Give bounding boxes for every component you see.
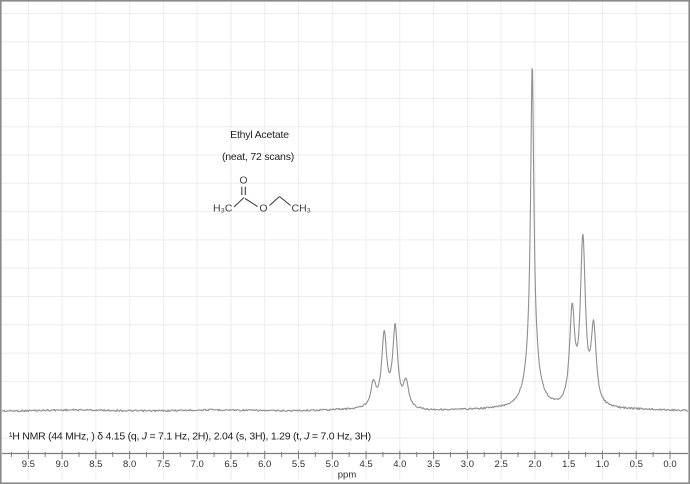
- x-axis-tick-label: 5.5: [292, 459, 305, 470]
- x-axis-tick-label: 1.5: [562, 459, 575, 470]
- bond-ester-o-ch2: [269, 196, 280, 206]
- caption-segment: = 7.0 Hz, 3H): [309, 431, 371, 443]
- x-axis-tick-label: 0.0: [663, 459, 676, 470]
- caption-italic-segment: J: [303, 431, 310, 443]
- x-axis-tick-label: 7.5: [157, 459, 170, 470]
- x-axis-tick-label: 5.0: [326, 459, 339, 470]
- x-axis-tick-label: 6.0: [258, 459, 271, 470]
- x-axis-tick-label: 2.5: [495, 459, 508, 470]
- acquisition-note: (neat, 72 scans): [222, 151, 294, 163]
- x-axis-tick-label: 1.0: [596, 459, 609, 470]
- x-axis-tick-label: 3.0: [461, 459, 474, 470]
- x-axis-tick-label: 0.5: [630, 459, 643, 470]
- x-axis-tick-label: 6.5: [224, 459, 237, 470]
- x-axis: 9.5 9.0 8.5 8.0 7.5 7.0 6.5 6.0 5.5 5.0 4.5 4.0 3.5 3…: [2, 450, 688, 481]
- atom-label-carbonyl-o: O: [239, 175, 247, 187]
- caption-italic-segment: J: [141, 431, 148, 443]
- atom-label-h3c: H₃C: [213, 203, 233, 215]
- x-axis-tick-label: 7.0: [191, 459, 204, 470]
- x-axis-tick-label: 2.0: [528, 459, 541, 470]
- x-axis-unit-label: ppm: [338, 470, 357, 481]
- x-axis-tick-label: 4.0: [393, 459, 406, 470]
- atom-label-ch3: CH₃: [292, 203, 311, 215]
- atom-label-ester-o: O: [259, 203, 267, 215]
- caption-segment: ¹H NMR (44 MHz, ) δ 4.15 (q,: [9, 431, 142, 443]
- x-axis-tick-label: 8.0: [123, 459, 136, 470]
- caption-segment: = 7.1 Hz, 2H), 2.04 (s, 3H), 1.29 (t,: [147, 431, 304, 443]
- bond-ch2-ch3: [279, 196, 291, 206]
- x-axis-tick-label: 4.5: [359, 459, 372, 470]
- bond-methyl-carbonyl: [233, 197, 245, 208]
- x-axis-tick-label: 9.5: [22, 459, 35, 470]
- x-axis-tick-label: 3.5: [427, 459, 440, 470]
- spectrum-trace: [1, 67, 689, 413]
- molecule-structure: H₃C O O CH₃: [213, 175, 311, 215]
- compound-title: Ethyl Acetate: [230, 129, 289, 141]
- annotation-block: Ethyl Acetate (neat, 72 scans): [222, 129, 294, 163]
- x-axis-tick-label: 9.0: [55, 459, 68, 470]
- x-axis-tick-label: 8.5: [89, 459, 102, 470]
- bond-carbonyl-ester-o: [244, 198, 258, 207]
- peak-list-caption: ¹H NMR (44 MHz, ) δ 4.15 (q, J = 7.1 Hz,…: [9, 431, 371, 443]
